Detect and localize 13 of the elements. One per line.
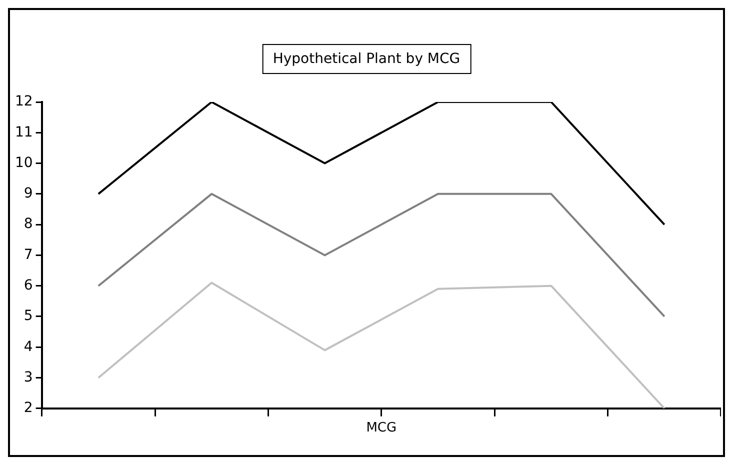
y-tick-label: 8: [24, 216, 33, 232]
y-tick-label: 11: [14, 124, 33, 140]
y-tick-label: 2: [24, 400, 33, 416]
x-axis-title: MCG: [366, 420, 397, 436]
y-tick-label: 10: [14, 154, 33, 171]
y-tick-label: 4: [24, 338, 33, 355]
y-tick-label: 5: [24, 308, 33, 324]
y-tick-label: 9: [24, 186, 33, 202]
y-tick-label: 7: [24, 246, 33, 263]
y-tick-label: 6: [24, 277, 33, 294]
y-tick-label: 12: [14, 94, 33, 110]
y-tick-label: 3: [24, 369, 33, 386]
chart-title: Hypothetical Plant by MCG: [262, 44, 472, 74]
